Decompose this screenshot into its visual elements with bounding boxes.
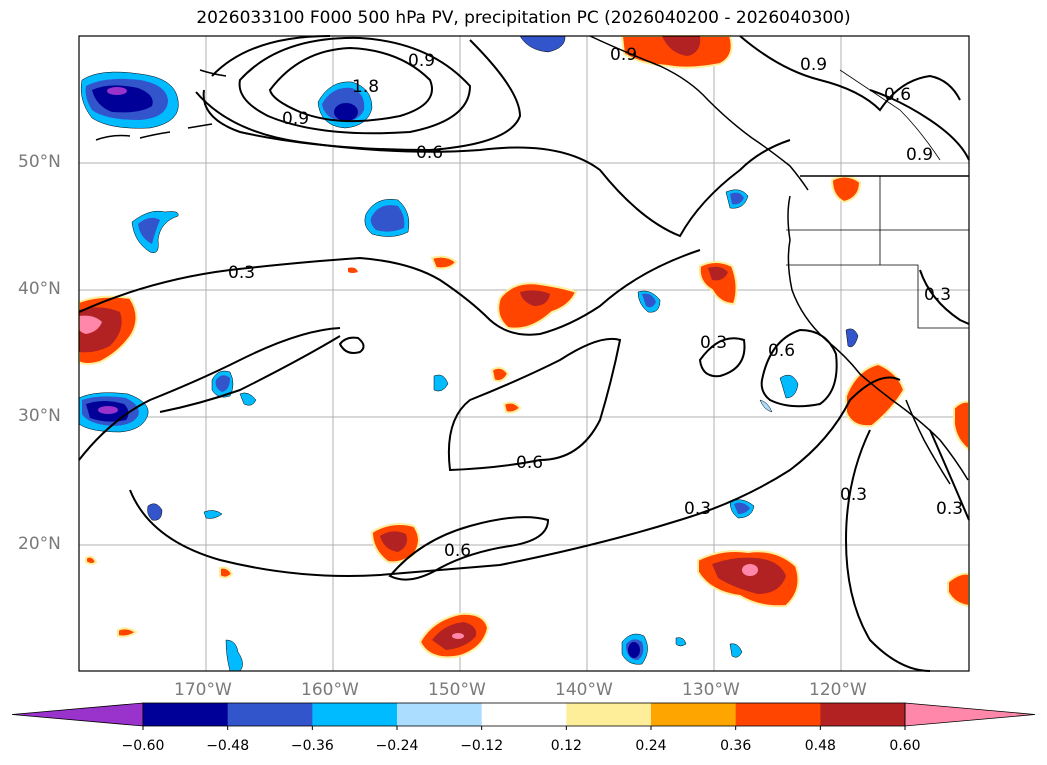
pos-blob-c3	[348, 267, 358, 273]
neg-blob-e1	[845, 328, 859, 348]
contour-0.3-e2	[919, 269, 970, 325]
colorbar-segment	[312, 703, 398, 726]
contour-label: 0.9	[906, 145, 933, 165]
coast-islands	[95, 69, 227, 141]
lon-label-160: 160°W	[301, 680, 359, 700]
colorbar-tick-label: −0.48	[206, 738, 250, 754]
contour-0.3-south	[129, 376, 901, 577]
contour-0.9-e	[869, 89, 970, 161]
contour-small	[338, 336, 365, 354]
contour-label: 0.6	[444, 541, 471, 561]
colorbar-segment	[820, 703, 906, 726]
lat-label-20: 20°N	[18, 534, 61, 554]
colorbar-segment	[397, 703, 483, 726]
lon-label-150: 150°W	[428, 680, 486, 700]
colorbar-segment	[143, 703, 229, 726]
contour-0.3-band	[78, 249, 701, 336]
lat-label-40: 40°N	[18, 279, 61, 299]
pos-blob-s2	[117, 627, 138, 638]
colorbar-segment	[227, 703, 313, 726]
contour-label: 0.3	[936, 499, 963, 519]
neg-blob-c1	[433, 374, 449, 392]
colorbar-outline	[142, 702, 906, 727]
pos-blob-c4	[490, 366, 510, 383]
contour-label: 0.3	[924, 285, 951, 305]
lon-label-170: 170°W	[174, 680, 232, 700]
coast-westcoast	[787, 195, 969, 481]
colorbar-tick-label: −0.12	[460, 738, 504, 754]
contour-label: 0.3	[684, 499, 711, 519]
pos-blob-baja	[845, 362, 906, 428]
lat-label-50: 50°N	[18, 152, 61, 172]
colorbar-tick-label: −0.24	[375, 738, 419, 754]
colorbar-extend-high	[904, 702, 1036, 727]
map-background	[79, 36, 969, 671]
contour-label: 0.3	[228, 263, 255, 283]
contour-label: 0.6	[884, 85, 911, 105]
neg-blob-s2	[675, 637, 687, 647]
colorbar-tick-label: 0.36	[720, 738, 752, 754]
neg-blob-w7	[203, 510, 223, 519]
contour-0.6-east	[760, 328, 838, 408]
lon-label-140: 140°W	[555, 680, 613, 700]
colorbar-extend-low	[11, 702, 144, 727]
contour-0.3-east	[698, 337, 746, 378]
contour-label: 0.3	[840, 485, 867, 505]
positive-precip-fills	[78, 35, 970, 659]
colorbar-tick-label: 0.24	[635, 738, 667, 754]
contour-aleutian-low	[268, 46, 433, 123]
neg-blob-e3	[759, 399, 773, 413]
colorbar	[11, 702, 1036, 730]
pos-blob-c5	[502, 401, 522, 414]
pos-blob-s1	[219, 566, 234, 579]
contour-labels: 0.9 1.8 0.9 0.6 0.6 0.9 0.3 0.3 0.6 0.6 …	[228, 45, 963, 561]
colorbar-segment	[651, 703, 737, 726]
pos-blob-s3	[85, 555, 98, 565]
lon-label-120: 120°W	[809, 680, 867, 700]
coast-alaska	[589, 35, 809, 191]
map-frame	[78, 35, 970, 672]
contour-label: 1.8	[352, 77, 379, 97]
chart-title: 2026033100 F000 500 hPa PV, precipitatio…	[196, 8, 851, 28]
neg-blob-w5	[239, 392, 257, 406]
contour-0.6-north	[195, 91, 791, 238]
contour-label: 0.6	[516, 453, 543, 473]
contour-label: 0.9	[408, 51, 435, 71]
contour-0.3-farE	[844, 429, 970, 672]
pos-blob-c2	[430, 255, 458, 270]
colorbar-tick-label: −0.36	[290, 738, 334, 754]
neg-blob-w8	[225, 639, 243, 672]
contour-0.6-sw	[388, 516, 550, 581]
coast-baja	[905, 399, 951, 485]
colorbar-segment	[566, 703, 652, 726]
pv-contours	[78, 35, 970, 672]
lon-label-130: 130°W	[682, 680, 740, 700]
contour-label: 0.9	[610, 45, 637, 65]
lat-label-30: 30°N	[18, 406, 61, 426]
neg-blob-top	[519, 35, 566, 53]
negative-precip-fills	[78, 35, 859, 672]
colorbar-tick-label: 0.60	[889, 738, 921, 754]
contour-label: 0.9	[800, 55, 827, 75]
contour-label: 0.6	[768, 341, 795, 361]
state-borders	[786, 69, 969, 329]
neg-blob-e2	[779, 374, 799, 399]
pos-blob-c1	[497, 282, 578, 330]
neg-blob-s3	[729, 643, 743, 658]
colorbar-segment	[481, 703, 567, 726]
neg-blob-w6	[147, 503, 163, 521]
coastlines	[95, 35, 969, 485]
contour-0.6-south	[447, 337, 622, 472]
colorbar-tick-label: 0.48	[804, 738, 836, 754]
contour-label: 0.9	[282, 109, 309, 129]
contour-label: 0.3	[700, 333, 727, 353]
contour-0.9-ne	[739, 35, 961, 112]
contour-0.6-mid	[78, 327, 341, 461]
colorbar-segment	[735, 703, 821, 726]
colorbar-tick-label: −0.60	[121, 738, 165, 754]
contour-label: 0.6	[416, 143, 443, 163]
colorbar-tick-label: 0.12	[550, 738, 582, 754]
